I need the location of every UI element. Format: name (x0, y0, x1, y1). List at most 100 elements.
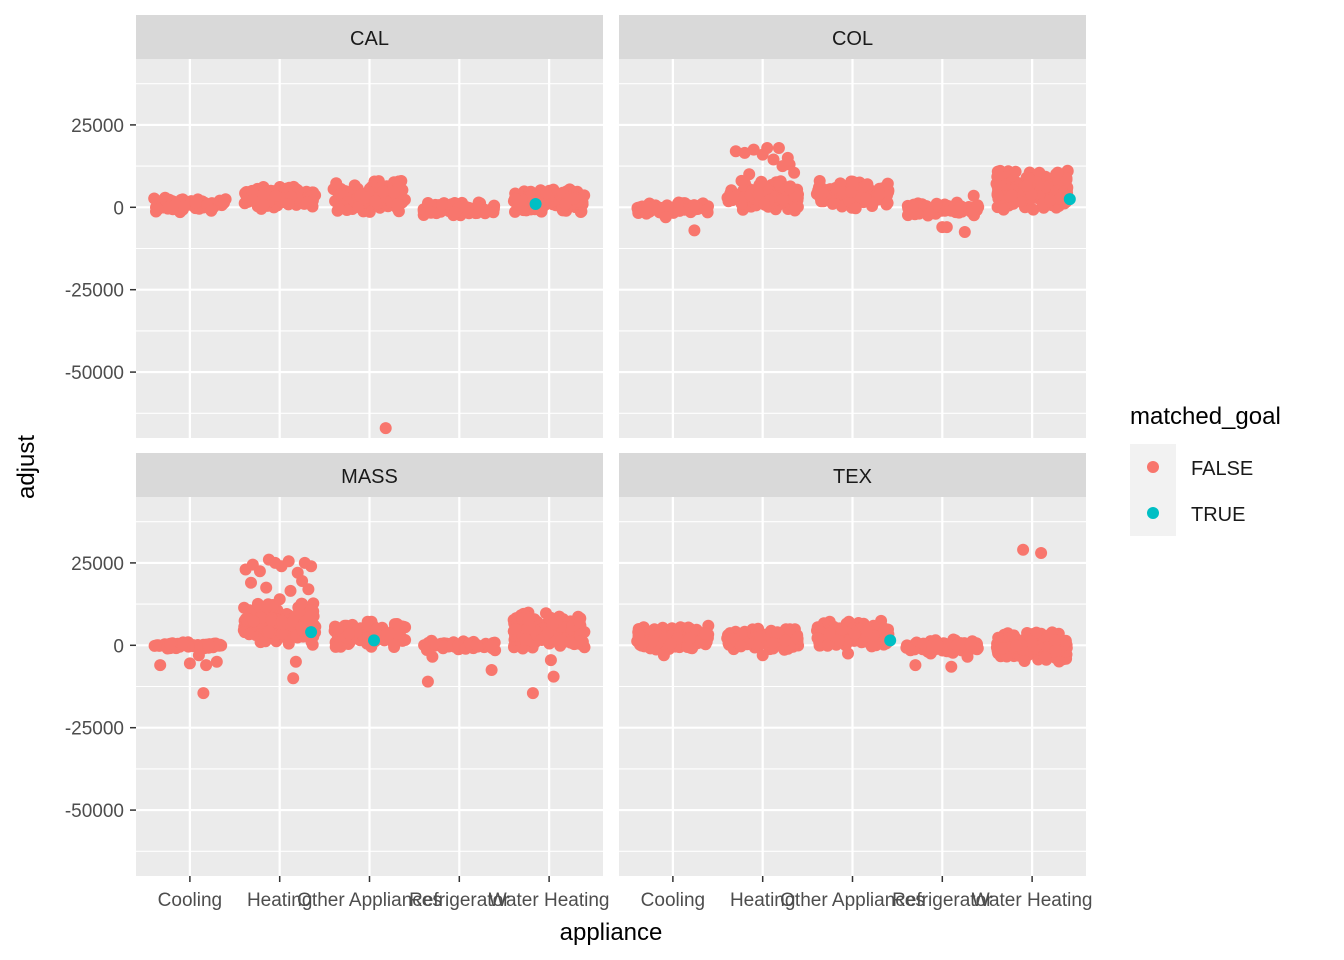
data-point (880, 198, 893, 211)
data-point (247, 194, 259, 207)
data-point (437, 640, 450, 652)
data-point (470, 638, 483, 651)
data-point (945, 204, 958, 217)
data-point (425, 206, 437, 219)
data-point-outlier (767, 153, 780, 166)
data-point-outlier (485, 664, 498, 676)
data-point (1054, 192, 1067, 204)
x-tick-label-refrigerator: Refrigerator (892, 890, 993, 911)
panel-col: COL (619, 15, 1086, 438)
data-point (1025, 635, 1038, 648)
y-tick-label: 0 (113, 636, 124, 657)
data-point (1049, 634, 1062, 646)
data-point (276, 627, 288, 640)
data-point (369, 195, 382, 208)
data-point (776, 193, 789, 206)
data-point (485, 640, 498, 653)
data-point (449, 206, 462, 219)
data-point (1060, 172, 1073, 185)
data-point (387, 186, 400, 199)
data-point (931, 639, 944, 652)
panels-layer: CAL COL MASS TEX (136, 15, 1086, 876)
data-point (352, 201, 365, 213)
data-point (826, 197, 839, 210)
data-point (954, 200, 967, 213)
data-point (993, 169, 1005, 182)
y-tick-label: -25000 (65, 281, 124, 302)
data-point (178, 200, 191, 213)
x-tick-label-water-heating: Water Heating (972, 890, 1093, 911)
data-point-outlier (544, 654, 557, 667)
data-point (845, 185, 857, 198)
data-point (218, 196, 230, 209)
data-point (636, 636, 649, 649)
data-point-outlier (200, 659, 213, 672)
data-point (436, 198, 449, 211)
axes-layer: 25000 0 -25000 -50000 25000 0 -25000 -50000 Cool… (65, 116, 1093, 911)
data-point (813, 175, 826, 187)
data-point (1027, 203, 1040, 216)
points-cal (148, 175, 591, 435)
data-point (509, 193, 522, 205)
points-mass (148, 553, 591, 700)
data-point (343, 627, 356, 640)
data-point-outlier (273, 593, 286, 606)
data-point-outlier (961, 650, 974, 663)
data-point-outlier (909, 659, 922, 672)
data-point (176, 638, 189, 651)
data-point (540, 187, 553, 200)
data-point (377, 185, 390, 198)
y-tick-label: -50000 (65, 363, 124, 384)
data-point (811, 632, 824, 645)
data-point-outlier (421, 675, 434, 688)
data-point (783, 182, 796, 195)
data-point (783, 623, 796, 636)
data-point-outlier (305, 560, 318, 573)
data-point-outlier (289, 655, 302, 668)
data-point (923, 207, 936, 220)
data-point (265, 614, 278, 627)
data-point (865, 640, 878, 653)
data-point (699, 627, 712, 640)
data-point-outlier (657, 649, 670, 662)
data-point (189, 196, 202, 209)
data-point (758, 198, 771, 210)
data-point (555, 634, 568, 647)
data-point-outlier (788, 166, 801, 179)
data-point-outlier (761, 142, 774, 154)
data-point-matched (305, 626, 318, 639)
data-point (664, 637, 677, 650)
data-point-matched (884, 634, 897, 647)
data-point (646, 635, 659, 648)
data-point-outlier (743, 168, 756, 181)
x-tick-label-heating: Heating (247, 890, 313, 911)
y-tick-label: 0 (113, 198, 124, 219)
data-point-outlier (747, 143, 760, 156)
data-point (860, 192, 873, 205)
data-point (873, 188, 886, 201)
data-point (754, 630, 767, 643)
data-point (418, 639, 431, 652)
data-point (734, 640, 747, 653)
data-point (422, 197, 434, 209)
y-axis-title: adjust (13, 435, 40, 499)
strip-label-tex: TEX (833, 466, 872, 488)
data-point (904, 644, 917, 657)
data-point (202, 639, 215, 651)
data-point (1053, 655, 1066, 668)
data-point (509, 623, 522, 636)
data-point-outlier (154, 659, 167, 672)
data-point (1025, 188, 1038, 201)
data-point-outlier (526, 687, 539, 700)
data-point (906, 200, 919, 213)
data-point-outlier (756, 649, 769, 662)
data-point-outlier (958, 226, 971, 238)
x-tick-label-cooling: Cooling (641, 890, 705, 911)
data-point (522, 613, 535, 626)
data-point (262, 625, 275, 638)
data-point (205, 204, 218, 217)
data-point-outlier (287, 672, 300, 685)
data-point (1018, 655, 1031, 667)
data-point (568, 192, 580, 205)
